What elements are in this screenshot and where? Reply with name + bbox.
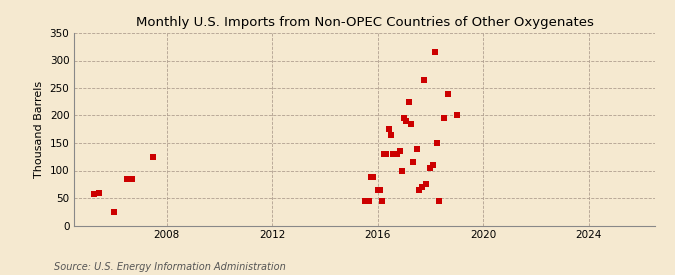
Point: [366, 175, 377, 179]
Point: [88, 191, 99, 196]
Point: [390, 152, 401, 156]
Point: [405, 122, 416, 126]
Point: [126, 177, 137, 181]
Point: [392, 152, 403, 156]
Point: [373, 188, 383, 192]
Point: [379, 152, 389, 156]
Point: [387, 152, 398, 156]
Y-axis label: Thousand Barrels: Thousand Barrels: [34, 81, 44, 178]
Point: [429, 50, 440, 54]
Point: [421, 182, 431, 186]
Point: [122, 177, 132, 181]
Point: [434, 199, 445, 203]
Point: [414, 188, 425, 192]
Point: [425, 166, 436, 170]
Point: [397, 168, 408, 173]
Point: [375, 188, 385, 192]
Point: [383, 127, 394, 131]
Text: Source: U.S. Energy Information Administration: Source: U.S. Energy Information Administ…: [54, 262, 286, 272]
Point: [416, 185, 427, 189]
Point: [368, 175, 379, 179]
Point: [401, 119, 412, 123]
Point: [438, 116, 449, 120]
Point: [385, 133, 396, 137]
Point: [359, 199, 370, 203]
Point: [408, 160, 418, 164]
Point: [412, 146, 423, 151]
Point: [394, 149, 405, 153]
Point: [418, 78, 429, 82]
Point: [109, 210, 119, 214]
Point: [93, 190, 104, 195]
Point: [148, 155, 159, 159]
Point: [377, 199, 387, 203]
Point: [381, 152, 392, 156]
Point: [399, 116, 410, 120]
Title: Monthly U.S. Imports from Non-OPEC Countries of Other Oxygenates: Monthly U.S. Imports from Non-OPEC Count…: [136, 16, 593, 29]
Point: [432, 141, 443, 145]
Point: [443, 91, 454, 96]
Point: [427, 163, 438, 167]
Point: [452, 113, 462, 118]
Point: [403, 100, 414, 104]
Point: [364, 199, 375, 203]
